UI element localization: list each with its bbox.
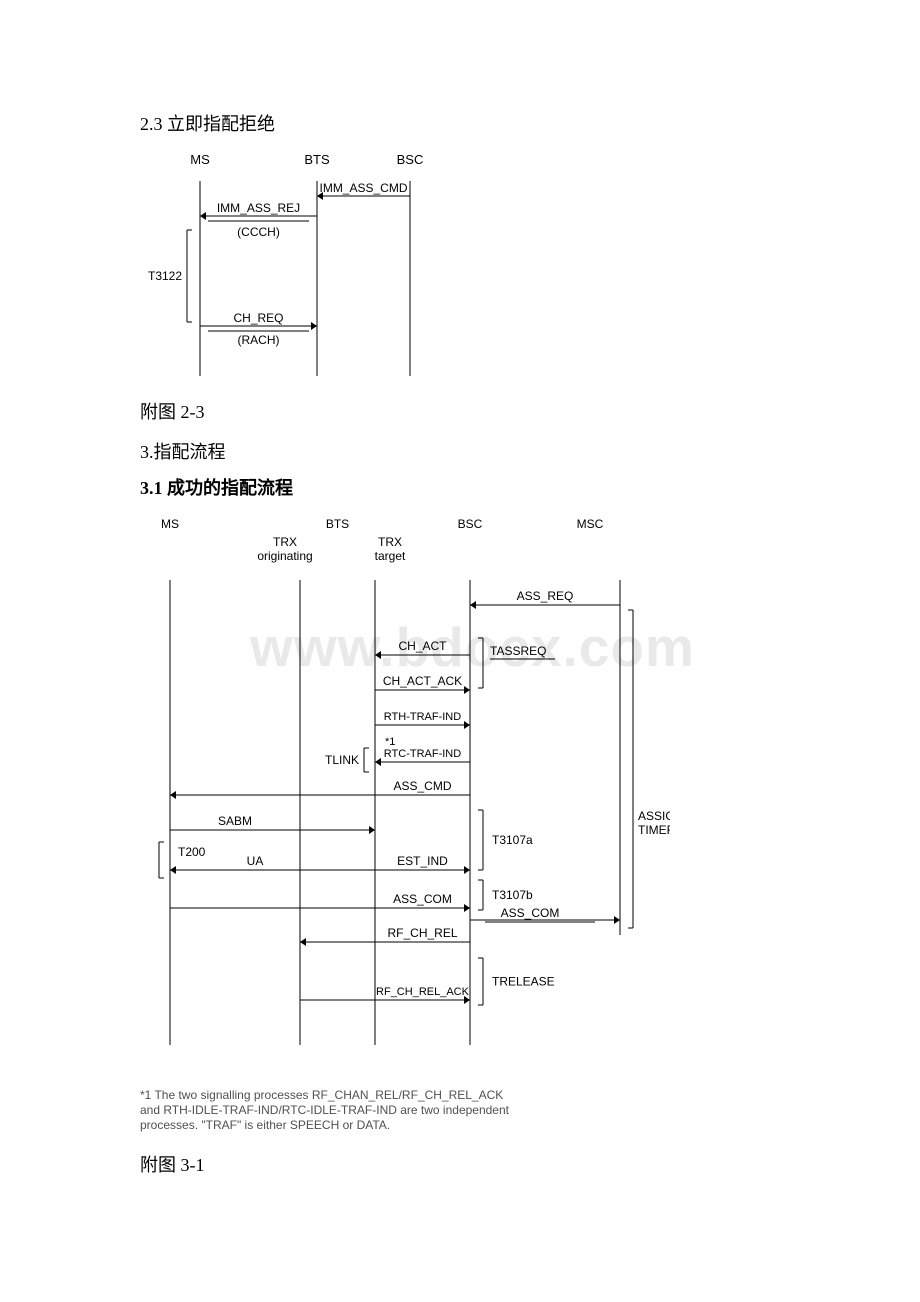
svg-text:T3107b: T3107b <box>492 888 533 902</box>
heading-3: 3.指配流程 <box>140 438 780 464</box>
svg-text:MS: MS <box>161 517 179 531</box>
heading-3-1: 3.1 成功的指配流程 <box>140 474 780 500</box>
caption-3-1: 附图 3-1 <box>140 1151 780 1177</box>
svg-text:SABM: SABM <box>218 814 252 828</box>
svg-text:TRX: TRX <box>273 535 297 549</box>
svg-text:BTS: BTS <box>326 517 349 531</box>
svg-text:TASSREQ: TASSREQ <box>490 644 546 658</box>
svg-text:TRELEASE: TRELEASE <box>492 975 555 989</box>
svg-text:RF_CH_REL: RF_CH_REL <box>387 926 457 940</box>
svg-text:T3122: T3122 <box>148 269 182 283</box>
svg-text:EST_IND: EST_IND <box>397 854 448 868</box>
svg-text:ASSIGN-: ASSIGN- <box>638 809 670 823</box>
svg-text:RTC-TRAF-IND: RTC-TRAF-IND <box>384 748 461 760</box>
svg-text:UA: UA <box>247 854 264 868</box>
svg-text:T200: T200 <box>178 845 206 859</box>
heading-2-3: 2.3 立即指配拒绝 <box>140 110 780 136</box>
svg-text:IMM_ASS_REJ: IMM_ASS_REJ <box>217 201 300 215</box>
footnote-l1: *1 The two signalling processes RF_CHAN_… <box>140 1088 503 1102</box>
footnote-l2: and RTH-IDLE-TRAF-IND/RTC-IDLE-TRAF-IND … <box>140 1103 509 1117</box>
svg-text:RTH-TRAF-IND: RTH-TRAF-IND <box>384 711 461 723</box>
svg-text:(CCCH): (CCCH) <box>237 225 280 239</box>
svg-text:(RACH): (RACH) <box>238 333 280 347</box>
svg-text:BSC: BSC <box>458 517 483 531</box>
svg-text:CH_ACT: CH_ACT <box>398 639 447 653</box>
diagram-3-1: MSBTSBSCMSCTRXoriginatingTRXtargetASS_RE… <box>140 510 670 1050</box>
footnote: *1 The two signalling processes RF_CHAN_… <box>140 1088 780 1133</box>
svg-text:BSC: BSC <box>397 152 424 167</box>
svg-text:TIMER: TIMER <box>638 823 670 837</box>
svg-text:IMM_ASS_CMD: IMM_ASS_CMD <box>319 181 407 195</box>
svg-text:RF_CH_REL_ACK: RF_CH_REL_ACK <box>376 986 470 998</box>
svg-text:MSC: MSC <box>577 517 604 531</box>
svg-text:ASS_CMD: ASS_CMD <box>393 779 451 793</box>
svg-text:TRX: TRX <box>378 535 402 549</box>
diagram-2-3: MS BTS BSC IMM_ASS_CMD IMM_ASS_REJ (CCCH) CH_R… <box>140 146 440 386</box>
svg-text:CH_ACT_ACK: CH_ACT_ACK <box>383 674 462 688</box>
svg-text:ASS_COM: ASS_COM <box>393 892 452 906</box>
footnote-l3: processes. "TRAF" is either SPEECH or DA… <box>140 1118 390 1132</box>
svg-text:target: target <box>375 549 406 563</box>
svg-text:CH_REQ: CH_REQ <box>233 311 283 325</box>
svg-text:BTS: BTS <box>304 152 330 167</box>
svg-text:originating: originating <box>257 549 312 563</box>
svg-text:ASS_REQ: ASS_REQ <box>517 589 574 603</box>
caption-2-3: 附图 2-3 <box>140 398 780 424</box>
svg-text:T3107a: T3107a <box>492 833 533 847</box>
svg-text:MS: MS <box>190 152 210 167</box>
svg-text:ASS_COM: ASS_COM <box>501 906 560 920</box>
svg-text:TLINK: TLINK <box>325 753 359 767</box>
svg-text:*1: *1 <box>385 736 395 748</box>
